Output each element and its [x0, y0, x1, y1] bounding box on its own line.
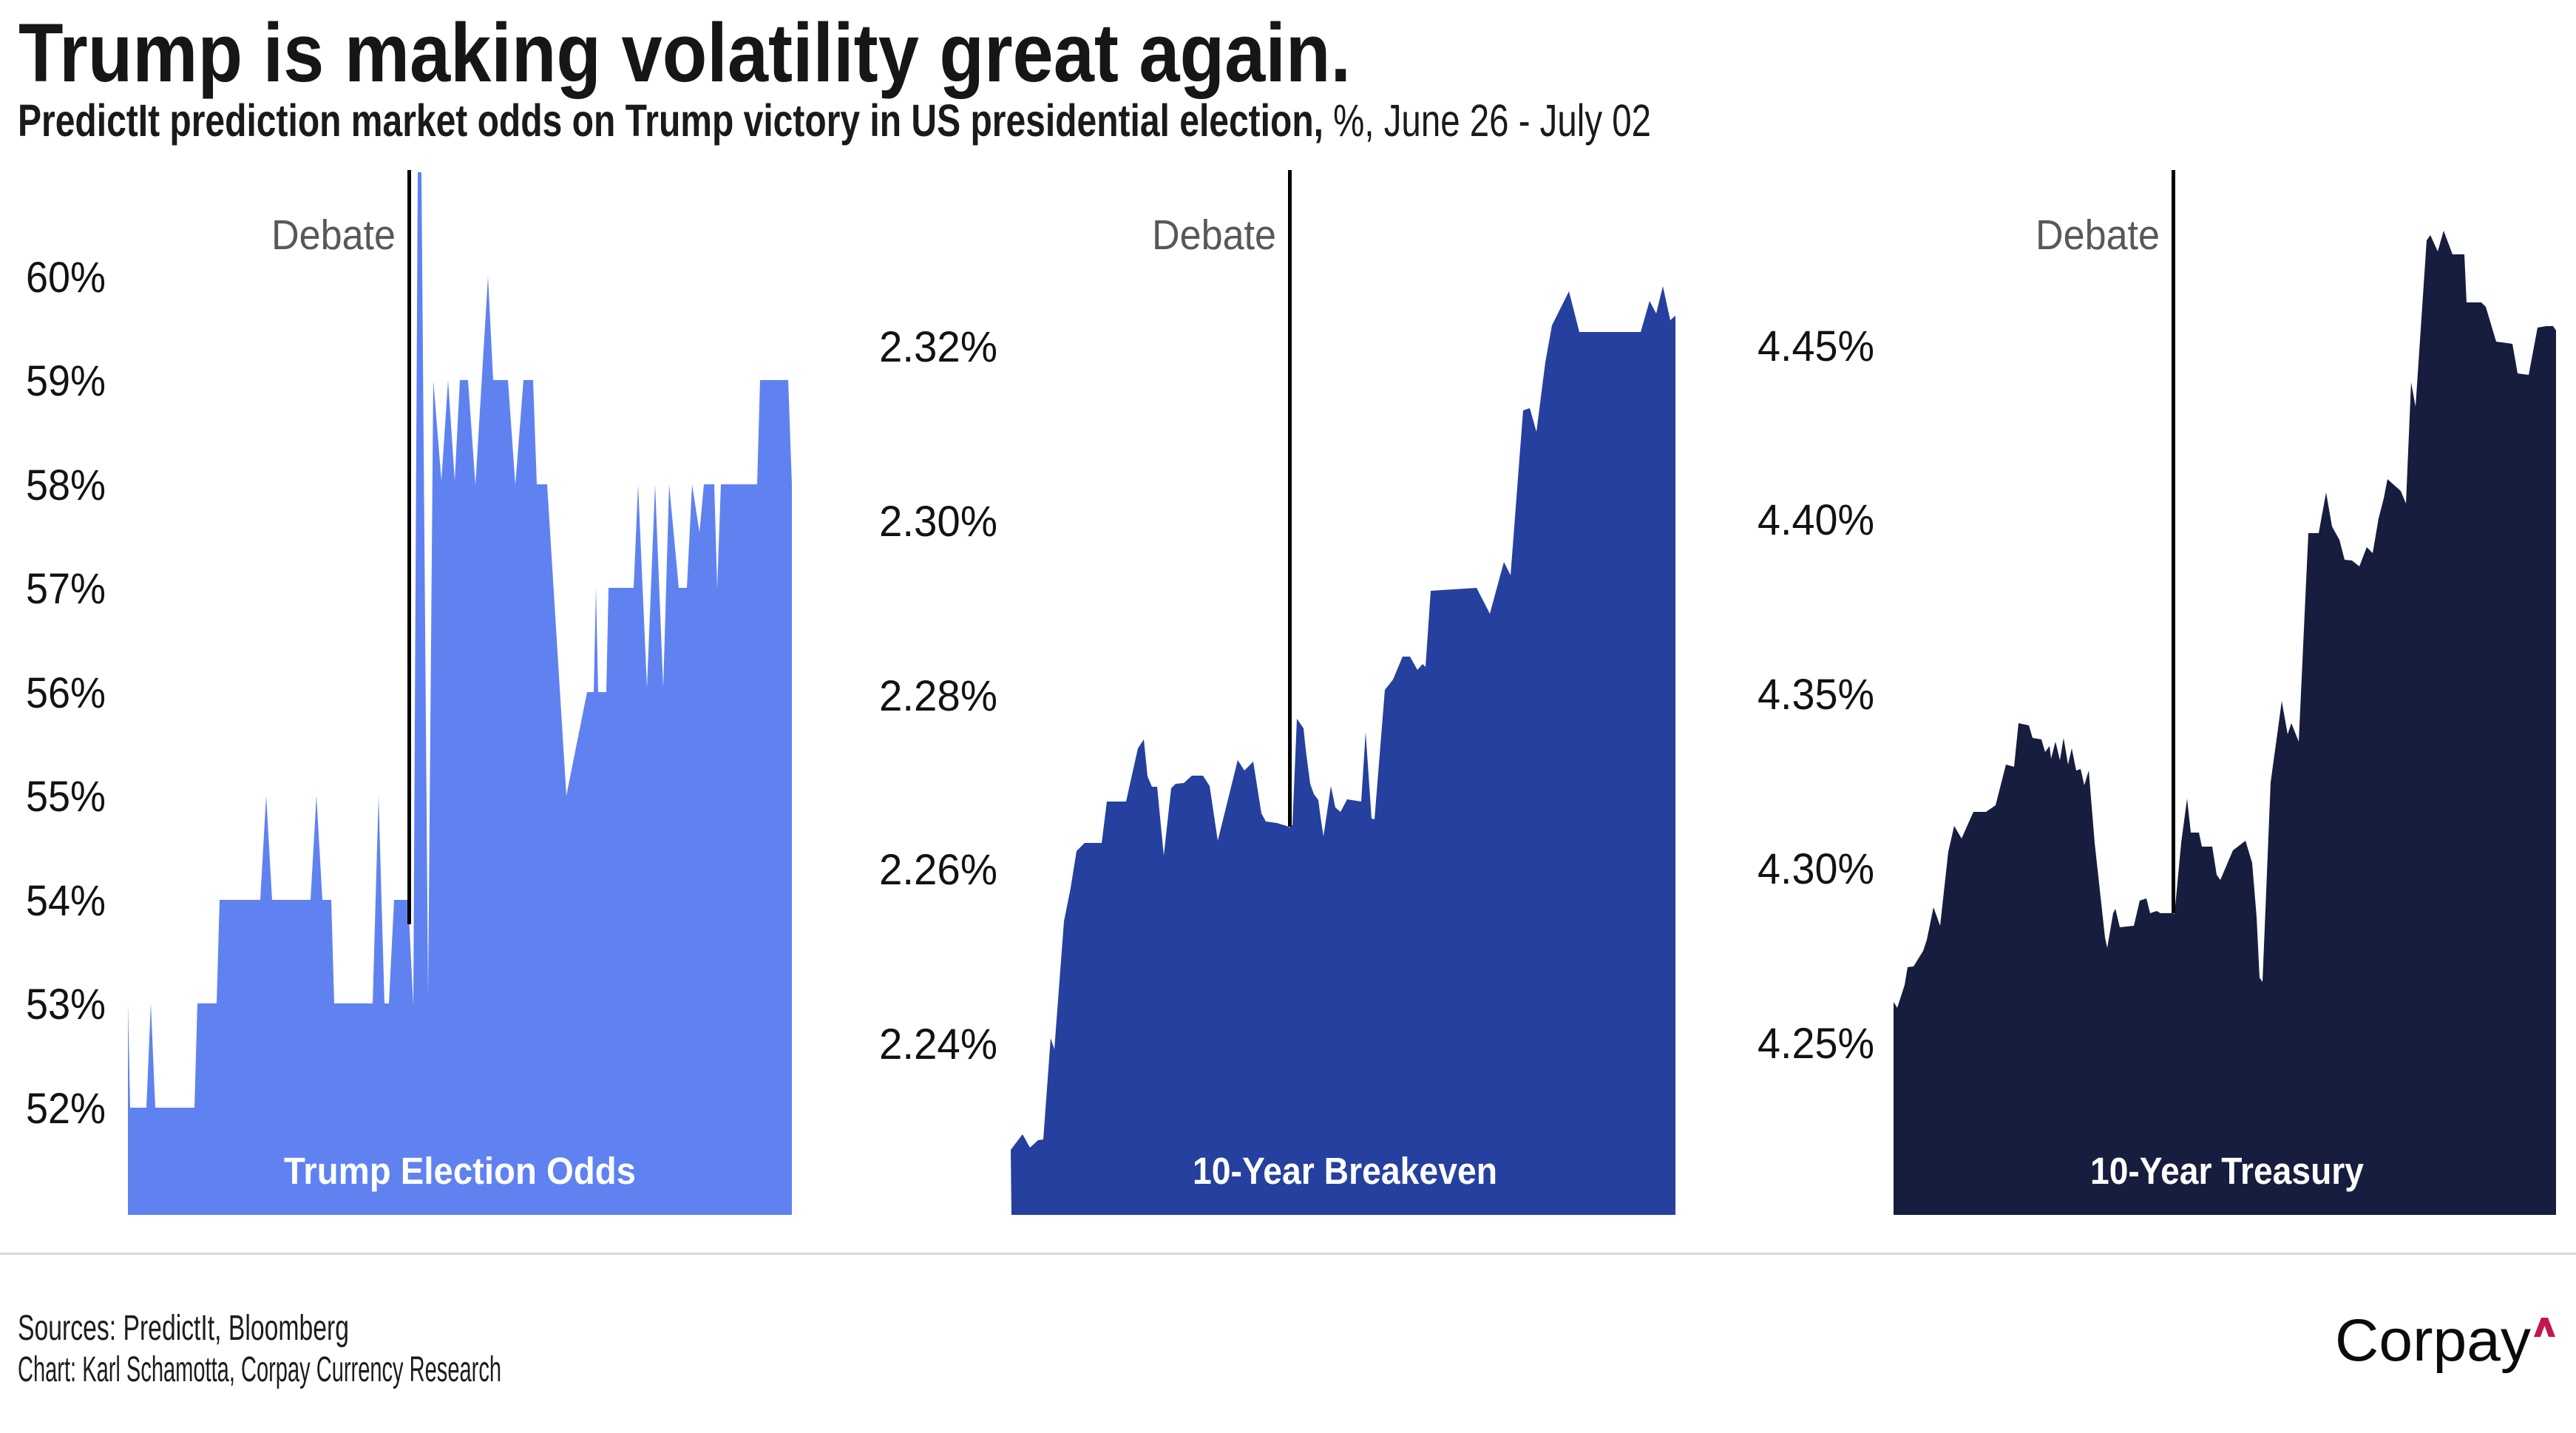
svg-text:Corpay: Corpay: [2335, 1307, 2531, 1374]
svg-text:4.25%: 4.25%: [1758, 1020, 1874, 1068]
svg-text:PredictIt prediction market od: PredictIt prediction market odds on Trum…: [18, 95, 1651, 146]
svg-text:2.26%: 2.26%: [879, 846, 997, 894]
svg-text:10-Year Treasury: 10-Year Treasury: [2090, 1150, 2365, 1192]
svg-text:59%: 59%: [26, 357, 106, 405]
svg-text:10-Year Breakeven: 10-Year Breakeven: [1193, 1150, 1497, 1192]
svg-text:Debate: Debate: [271, 211, 396, 259]
svg-text:53%: 53%: [26, 980, 106, 1029]
svg-text:4.35%: 4.35%: [1758, 671, 1874, 719]
svg-text:60%: 60%: [26, 254, 106, 302]
svg-text:Debate: Debate: [2036, 211, 2160, 259]
svg-text:Debate: Debate: [1152, 211, 1276, 259]
svg-text:Sources: PredictIt, Bloomberg: Sources: PredictIt, Bloomberg: [18, 1309, 349, 1348]
svg-text:Trump is making volatility gre: Trump is making volatility great again.: [18, 7, 1351, 99]
svg-text:4.30%: 4.30%: [1758, 845, 1874, 893]
svg-text:Chart: Karl Schamotta, Corpay: Chart: Karl Schamotta, Corpay Currency R…: [18, 1350, 501, 1389]
svg-text:54%: 54%: [26, 877, 106, 925]
svg-text:52%: 52%: [26, 1085, 106, 1133]
svg-text:2.28%: 2.28%: [879, 672, 997, 720]
svg-text:4.40%: 4.40%: [1758, 496, 1874, 544]
svg-text:4.45%: 4.45%: [1758, 322, 1874, 370]
svg-text:56%: 56%: [26, 669, 106, 717]
svg-text:2.30%: 2.30%: [879, 498, 997, 546]
svg-text:55%: 55%: [26, 773, 106, 821]
svg-text:58%: 58%: [26, 461, 106, 509]
svg-text:57%: 57%: [26, 565, 106, 613]
svg-text:2.24%: 2.24%: [879, 1020, 997, 1068]
svg-text:Trump Election Odds: Trump Election Odds: [284, 1150, 636, 1192]
svg-text:2.32%: 2.32%: [879, 323, 997, 371]
